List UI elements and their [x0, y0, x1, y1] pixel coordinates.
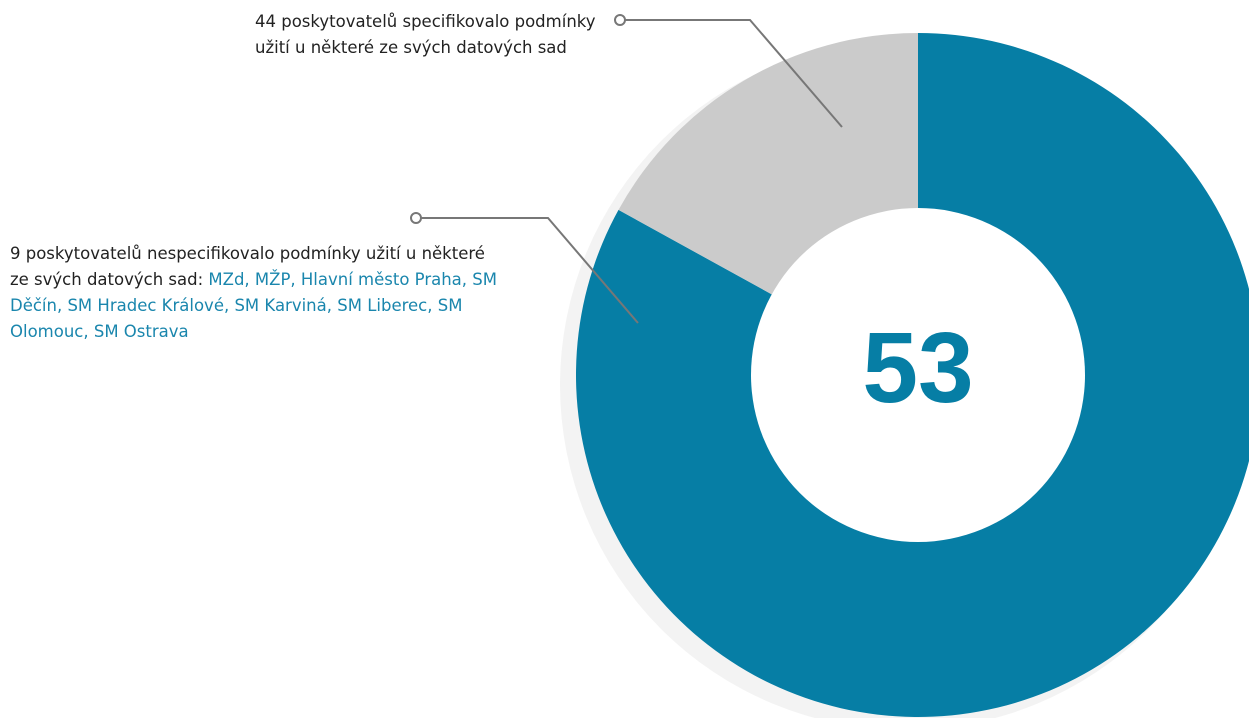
leader-line: [625, 19, 843, 128]
annotation: 9 poskytovatelů nespecifikovalo podmínky…: [10, 241, 505, 345]
leader-dot: [614, 14, 626, 26]
total: 53: [862, 312, 973, 424]
leader-line: [421, 217, 639, 324]
hole: [751, 208, 1085, 542]
annotation: 44 poskytovatelů specifikovalo podmínky …: [255, 9, 600, 61]
leaders: [410, 14, 843, 324]
annotation-highlight: MZd, MŽP, Hlavní město Praha, SM Děčín, …: [10, 270, 497, 341]
leader-dot: [410, 212, 422, 224]
annotation-text: 44 poskytovatelů specifikovalo podmínky …: [255, 12, 596, 57]
annotation-text: 9 poskytovatelů nespecifikovalo podmínky…: [10, 244, 485, 289]
